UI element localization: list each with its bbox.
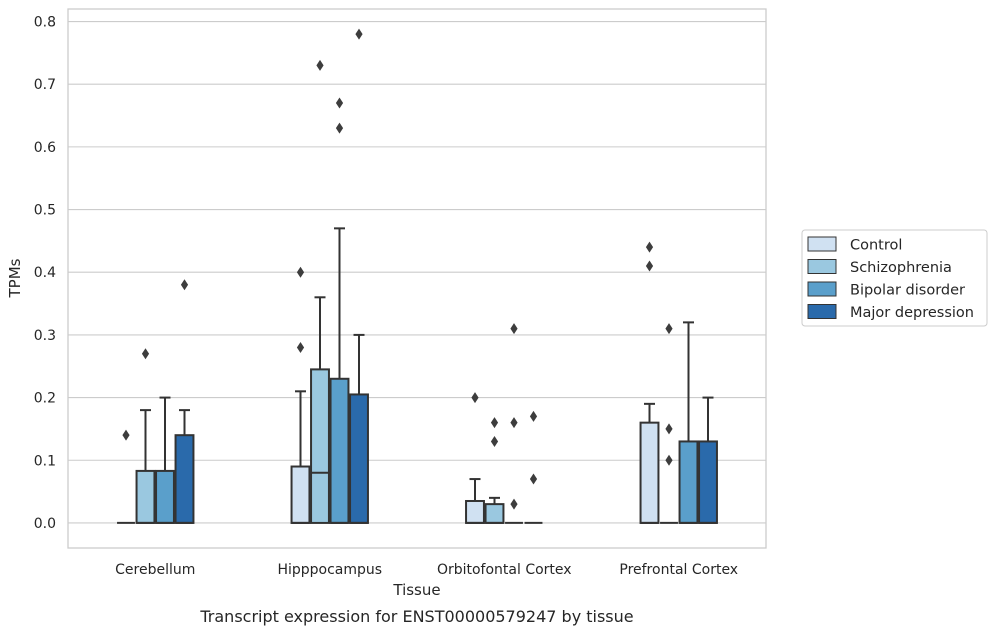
- box-body: [465, 499, 485, 524]
- outlier-marker: [665, 423, 673, 435]
- box-0-1: [135, 409, 156, 524]
- outlier-marker: [510, 323, 518, 335]
- outlier-marker: [335, 97, 344, 109]
- outlier-marker: [355, 28, 363, 40]
- outlier-marker: [510, 417, 518, 429]
- box-0-2: [155, 396, 175, 524]
- y-tick-label: 0.3: [34, 328, 56, 344]
- box-body: [135, 469, 156, 524]
- box-3-2: [678, 321, 699, 524]
- legend-label: Schizophrenia: [850, 260, 952, 276]
- chart-caption: Transcript expression for ENST0000057924…: [199, 607, 633, 626]
- outlier-marker: [296, 341, 305, 353]
- legend-label: Bipolar disorder: [850, 283, 965, 299]
- plot-frame: [67, 8, 767, 549]
- x-tick-label: Orbitofontal Cortex: [437, 562, 572, 578]
- outlier-marker: [316, 59, 324, 71]
- box-1-3: [349, 333, 369, 524]
- y-tick-label: 0.7: [34, 77, 56, 93]
- outlier-marker: [645, 241, 654, 253]
- y-tick-label: 0.8: [34, 15, 56, 31]
- outlier-marker: [471, 392, 479, 404]
- legend-swatch: [807, 236, 837, 252]
- outlier-marker: [335, 122, 344, 134]
- outlier-marker: [665, 454, 673, 466]
- box-body: [349, 393, 369, 524]
- y-tick-label: 0.2: [34, 391, 56, 407]
- box-3-0: [639, 402, 660, 524]
- x-tick-label: Prefrontal Cortex: [619, 562, 738, 578]
- legend-label: Major depression: [850, 305, 974, 321]
- legend-frame: [801, 229, 988, 327]
- box-1-0: [290, 390, 311, 524]
- legend-swatch: [807, 304, 837, 319]
- outlier-marker: [510, 498, 518, 510]
- box-0-3: [174, 409, 195, 524]
- boxes: [117, 227, 718, 524]
- box-1-2: [329, 227, 350, 524]
- x-tick-label: Cerebellum: [115, 562, 195, 578]
- box-body: [310, 368, 330, 524]
- legend-label: Control: [850, 238, 902, 254]
- y-axis-title: TPMs: [6, 258, 24, 298]
- box-body: [639, 421, 660, 524]
- gridlines: [68, 20, 766, 524]
- box-2-0: [465, 478, 485, 524]
- y-tick-label: 0.6: [34, 140, 56, 156]
- outlier-marker: [141, 348, 150, 360]
- x-axis-title: Tissue: [392, 581, 440, 599]
- outliers: [122, 28, 673, 510]
- box-body: [174, 434, 195, 524]
- outlier-marker: [296, 266, 305, 278]
- y-tick-label: 0.1: [34, 453, 56, 469]
- legend-swatch: [807, 281, 837, 297]
- outlier-marker: [180, 279, 189, 291]
- box-1-1: [310, 296, 330, 524]
- box-body: [329, 377, 350, 524]
- y-tick-label: 0.5: [34, 203, 56, 219]
- box-3-3: [698, 396, 718, 524]
- x-tick-label: Hipppocampus: [277, 562, 382, 578]
- box-2-1: [484, 496, 505, 524]
- legend: Control Schizophrenia Bipolar disorder Majo…: [801, 229, 988, 327]
- outlier-marker: [645, 260, 654, 272]
- box-body: [290, 465, 311, 524]
- box-body: [484, 503, 505, 524]
- y-tick-label: 0.4: [34, 265, 56, 281]
- box-body: [678, 440, 699, 524]
- box-body: [698, 440, 718, 524]
- outlier-marker: [665, 323, 673, 335]
- legend-swatch: [807, 259, 837, 274]
- outlier-marker: [122, 429, 130, 441]
- y-tick-label: 0.0: [34, 516, 56, 532]
- x-tick-labels: Cerebellum Hipppocampus Orbitofontal Corte…: [115, 562, 738, 578]
- outlier-marker: [529, 473, 538, 485]
- y-tick-labels: 0.0 0.1 0.2 0.3 0.4 0.5 0.6 0.7 0.8: [34, 15, 56, 532]
- box-body: [155, 469, 175, 524]
- outlier-marker: [529, 410, 538, 422]
- outlier-marker: [490, 435, 499, 447]
- outlier-marker: [490, 417, 499, 429]
